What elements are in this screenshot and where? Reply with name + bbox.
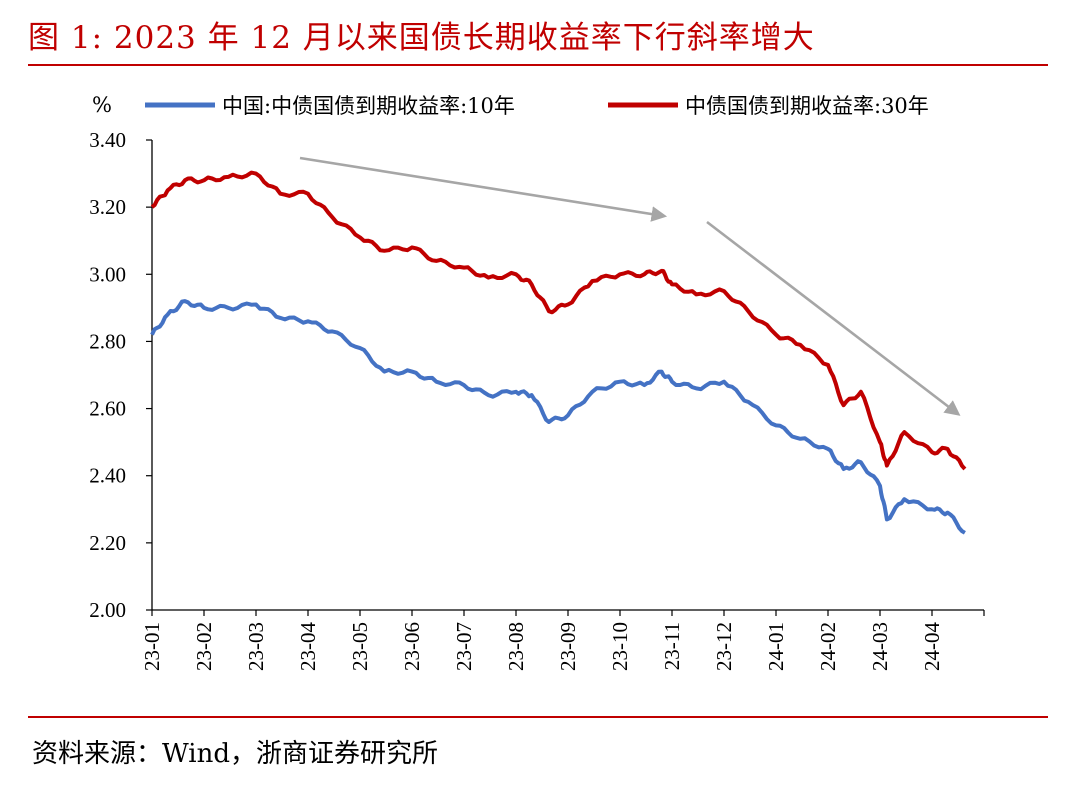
x-tick-label: 23-06 [400, 622, 424, 671]
x-tick-label: 24-03 [868, 622, 892, 671]
x-tick-label: 23-01 [140, 622, 164, 671]
figure-title: 图 1: 2023 年 12 月以来国债长期收益率下行斜率增大 [28, 20, 815, 56]
series-line-30y [150, 170, 967, 471]
x-tick-label: 23-05 [348, 622, 372, 671]
y-tick-label: 2.80 [89, 329, 126, 353]
x-tick-label: 23-02 [192, 622, 216, 671]
trend-arrows [299, 156, 961, 416]
x-tick-label: 23-11 [660, 622, 684, 670]
x-tick-label: 23-04 [296, 622, 320, 671]
x-tick-label: 23-07 [452, 622, 476, 671]
chart-legend: 中国:中债国债到期收益率:10年 中债国债到期收益率:30年 [145, 94, 929, 118]
y-tick-label: 2.60 [89, 397, 126, 421]
legend-label: 中债国债到期收益率:30年 [685, 94, 929, 118]
y-tick-label: 3.20 [89, 195, 126, 219]
x-tick-label: 24-04 [920, 622, 944, 671]
y-tick-label: 3.40 [89, 128, 126, 152]
trend-arrow-1 [299, 156, 668, 222]
x-tick-label: 23-09 [556, 622, 580, 671]
trend-arrow-2 [706, 220, 961, 416]
x-tick-label: 24-01 [764, 622, 788, 671]
series-lines [150, 170, 967, 535]
x-tick-label: 23-03 [244, 622, 268, 671]
x-tick-label: 23-10 [608, 622, 632, 671]
y-tick-label: 3.00 [89, 262, 126, 286]
y-unit-label: % [92, 93, 112, 117]
legend-label: 中国:中债国债到期收益率:10年 [222, 94, 515, 118]
x-axis-ticks: 23-01 23-02 23-03 23-04 23-05 23-06 23-07 23-08… [140, 610, 985, 671]
chart-axes [151, 140, 984, 611]
y-tick-label: 2.00 [89, 598, 126, 622]
y-tick-label: 2.40 [89, 464, 126, 488]
y-tick-label: 2.20 [89, 531, 126, 555]
title-divider [28, 64, 1048, 66]
x-tick-label: 23-12 [712, 622, 736, 671]
x-tick-label: 24-02 [816, 622, 840, 671]
source-note: 资料来源：Wind，浙商证券研究所 [32, 739, 438, 769]
y-axis-ticks: 2.00 2.20 2.40 2.60 2.80 3.00 3.20 3.40 [89, 128, 152, 622]
series-line-10y [150, 299, 966, 535]
x-tick-label: 23-08 [504, 622, 528, 671]
source-divider [28, 716, 1048, 718]
